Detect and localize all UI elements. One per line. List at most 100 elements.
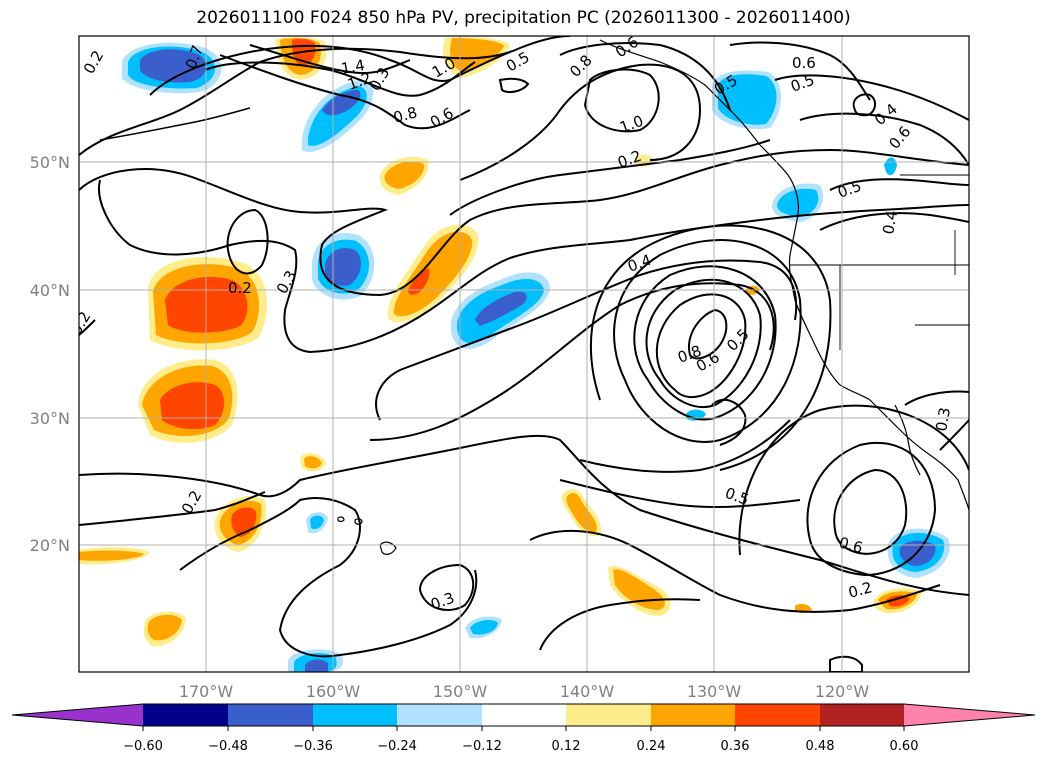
contour-label: 0.4: [879, 209, 901, 236]
lat-label: 20°N: [30, 536, 70, 555]
contour-line: [799, 112, 969, 166]
contour-line: [613, 239, 802, 443]
contour-line: [539, 598, 701, 651]
neg-shade-region: [475, 291, 527, 326]
lat-label: 50°N: [30, 153, 70, 172]
contour-line: [738, 404, 969, 556]
contour-line: [852, 93, 876, 117]
contour-line: [688, 308, 728, 360]
contour-line: [149, 44, 511, 96]
colorbar-tick-label: −0.24: [377, 739, 417, 754]
contour-line: [418, 563, 475, 611]
contour-line: [375, 259, 798, 421]
contour-line: [79, 36, 571, 156]
pos-shade-region: [450, 38, 504, 72]
colorbar-swatch: [228, 704, 313, 726]
contour-line: [449, 139, 771, 216]
pos-shade-region: [79, 550, 144, 561]
map-title: 2026011100 F024 850 hPa PV, precipitatio…: [196, 8, 851, 28]
colorbar-swatch: [397, 704, 482, 726]
neg-shade-region: [305, 659, 328, 672]
contour-line: [904, 390, 969, 406]
contour-line: [529, 530, 941, 613]
contour-line: [249, 44, 411, 74]
contour-line: [833, 468, 908, 555]
lat-label: 30°N: [30, 409, 70, 428]
contour-line: [589, 224, 832, 471]
colorbar-extend-min: [12, 704, 143, 726]
contour-line: [79, 319, 96, 336]
lon-label: 130°W: [687, 682, 742, 701]
lon-axis-labels: 170°W 160°W 150°W 140°W 130°W 120°W: [179, 682, 870, 701]
contour-line: [729, 41, 871, 101]
neg-shade-region: [325, 248, 362, 286]
colorbar-swatch: [482, 704, 566, 726]
contour-line: [204, 61, 476, 97]
us-west-coast: [787, 174, 871, 401]
lon-label: 160°W: [306, 682, 361, 701]
plot-area: [79, 36, 969, 672]
pos-shade-region: [393, 231, 473, 317]
contour-line: [645, 278, 762, 408]
contour-line: [829, 655, 863, 672]
contour-line: [559, 42, 731, 111]
contour-line: [711, 398, 747, 446]
contour-line: [459, 63, 702, 181]
colorbar-tick-label: 0.36: [721, 739, 750, 754]
contour-line: [179, 497, 478, 658]
contour-label: 0.6: [837, 533, 865, 557]
contour-line: [819, 212, 969, 231]
contour-line: [774, 74, 969, 121]
lon-label: 120°W: [815, 682, 870, 701]
coastlines: [99, 39, 969, 555]
hawaii-island: [337, 516, 345, 523]
colorbar-swatch: [313, 704, 397, 726]
colorbar-swatch: [651, 704, 735, 726]
plot-frame: [78, 35, 970, 673]
contour-label: 0.8: [391, 103, 419, 127]
contour-line: [583, 68, 660, 133]
colorbar-swatch: [566, 704, 651, 726]
colorbar: −0.60 −0.48 −0.36 −0.24 −0.12 0.12 0.24 …: [11, 703, 1036, 754]
contour-label: 1.4: [340, 56, 367, 78]
colorbar-swatch: [820, 704, 904, 726]
colorbar-tick-label: 0.48: [806, 739, 835, 754]
lon-label: 140°W: [560, 682, 615, 701]
contour-line: [98, 179, 969, 354]
neg-shade-region: [470, 620, 498, 635]
pos-shade-region: [160, 382, 225, 430]
colorbar-tick-label: −0.60: [123, 739, 163, 754]
contour-line: [498, 77, 530, 93]
aleutian-islands: [99, 107, 251, 141]
pos-shade-region: [147, 614, 182, 641]
lat-axis-labels: 50°N 40°N 30°N 20°N: [30, 153, 70, 555]
contour-line: [579, 419, 791, 473]
neg-shade-region: [310, 515, 324, 530]
alaska-coast: [599, 39, 789, 176]
contour-label: 0.2: [228, 279, 252, 297]
contour-line: [559, 479, 801, 509]
neg-shade-region: [140, 49, 207, 83]
pos-shade-region: [408, 268, 430, 295]
graticule: [79, 36, 969, 672]
lon-label: 170°W: [179, 682, 234, 701]
contour-line: [806, 441, 937, 577]
colorbar-extend-max: [904, 704, 1035, 726]
pos-shade-region: [384, 161, 425, 189]
colorbar-tick-label: 0.24: [637, 739, 666, 754]
lat-label: 40°N: [30, 281, 70, 300]
contour-label: 0.2: [846, 578, 874, 602]
contour-line: [829, 178, 969, 191]
colorbar-tick-label: 0.60: [890, 739, 919, 754]
contour-label: 0.6: [792, 54, 816, 72]
pos-shade-region: [304, 456, 322, 469]
baja-coast: [894, 404, 921, 476]
lon-label: 150°W: [433, 682, 488, 701]
hawaii-island: [354, 518, 363, 525]
contour-line: [226, 208, 269, 275]
colorbar-swatch: [143, 704, 228, 726]
colorbar-tick-label: −0.36: [293, 739, 333, 754]
pos-shade-region: [566, 493, 597, 533]
mexico-coast: [869, 399, 969, 511]
